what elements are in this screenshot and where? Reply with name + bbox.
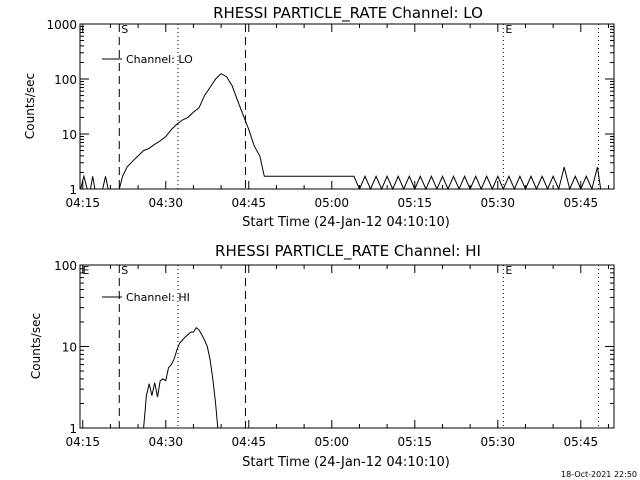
y-tick-label: 10: [62, 341, 77, 355]
series-line: [80, 73, 602, 191]
x-tick-label: 04:45: [231, 196, 266, 210]
x-tick-label: 05:45: [564, 196, 599, 210]
x-tick-label: 04:15: [65, 196, 100, 210]
x-tick-label: 05:00: [314, 196, 349, 210]
chart-title: RHESSI PARTICLE_RATE Channel: LO: [213, 4, 483, 23]
y-tick-label: 1000: [46, 18, 77, 32]
footer-timestamp: 18-Oct-2021 22:50: [561, 470, 637, 479]
x-tick-label: 05:15: [397, 435, 432, 449]
plot-frame: [79, 23, 615, 190]
x-tick-label: 04:15: [65, 435, 100, 449]
series-line: [143, 326, 219, 429]
legend-label: Channel: HI: [126, 291, 190, 304]
time-marker-label: E: [505, 264, 512, 277]
x-tick-label: 04:45: [231, 435, 266, 449]
plot-frame: [79, 264, 615, 429]
y-axis-label: Counts/sec: [23, 73, 37, 139]
y-tick-label: 100: [54, 73, 77, 87]
x-tick-label: 05:15: [397, 196, 432, 210]
x-axis-label: Start Time (24-Jan-12 04:10:10): [242, 455, 450, 470]
x-axis-label: Start Time (24-Jan-12 04:10:10): [242, 215, 450, 230]
x-tick-label: 04:30: [148, 196, 183, 210]
chart-panel-lo: RHESSI PARTICLE_RATE Channel: LO Counts/…: [23, 4, 615, 230]
x-tick-label: 05:00: [314, 435, 349, 449]
time-marker-label: S: [121, 264, 128, 277]
y-axis-label: Counts/sec: [29, 313, 43, 379]
time-marker-label: S: [121, 23, 128, 36]
y-tick-label: 1: [69, 183, 77, 197]
time-marker-label: E: [83, 264, 90, 277]
chart-title: RHESSI PARTICLE_RATE Channel: HI: [215, 242, 481, 261]
y-tick-label: 10: [62, 128, 77, 142]
x-tick-label: 04:30: [148, 435, 183, 449]
y-tick-label: 100: [54, 259, 77, 273]
chart-panel-hi: RHESSI PARTICLE_RATE Channel: HI Counts/…: [29, 242, 615, 470]
x-tick-label: 05:30: [480, 435, 515, 449]
x-tick-label: 05:45: [564, 435, 599, 449]
time-marker-label: E: [505, 23, 512, 36]
y-tick-label: 1: [69, 422, 77, 436]
legend-label: Channel: LO: [126, 53, 193, 66]
x-tick-label: 05:30: [480, 196, 515, 210]
